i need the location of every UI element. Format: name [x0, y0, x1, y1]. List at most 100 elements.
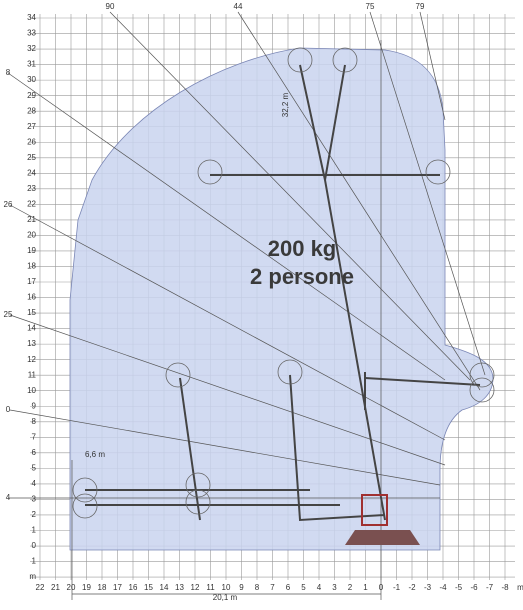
basket	[469, 362, 495, 388]
persons-text: 2 persone	[250, 264, 354, 289]
x-label: 0	[379, 583, 384, 592]
x-label: -6	[470, 583, 478, 592]
x-label: -2	[408, 583, 416, 592]
x-label: -5	[455, 583, 463, 592]
boom	[179, 377, 201, 521]
ray	[369, 11, 486, 376]
y-label: 8	[32, 417, 37, 426]
y-label: 23	[27, 184, 36, 193]
y-label: 30	[27, 75, 36, 84]
vehicle	[345, 530, 420, 545]
basket	[425, 159, 451, 185]
basket	[72, 477, 98, 503]
y-label: 16	[27, 293, 36, 302]
x-label: -7	[486, 583, 494, 592]
x-label: 19	[82, 583, 91, 592]
x-label: 13	[175, 583, 184, 592]
basket	[332, 47, 358, 73]
load-text: 200 kg	[268, 236, 337, 261]
basket	[185, 472, 211, 498]
y-label: 15	[27, 308, 36, 317]
x-label: 4	[317, 583, 322, 592]
height-dimension: 32,2 m	[281, 92, 290, 117]
y-label: 9	[32, 401, 37, 410]
x-label: 12	[191, 583, 200, 592]
y-label: 24	[27, 168, 36, 177]
angle-label: 90	[106, 2, 115, 11]
y-label: 1	[32, 526, 37, 535]
x-label: 7	[270, 583, 275, 592]
y-label: 32	[27, 44, 36, 53]
y-label: 19	[27, 246, 36, 255]
offset-dimension: 6,6 m	[85, 450, 105, 459]
basket	[469, 377, 495, 403]
vehicle-cab	[361, 494, 388, 526]
y-label: 0	[32, 541, 37, 550]
y-label: 31	[27, 60, 36, 69]
angle-label: 75	[366, 2, 375, 11]
boom	[324, 64, 346, 181]
angle-label: 0	[6, 405, 11, 414]
x-label: 20	[67, 583, 76, 592]
y-label: 33	[27, 29, 36, 38]
x-label: -8	[501, 583, 509, 592]
x-label: 17	[113, 583, 122, 592]
x-label: 1	[363, 583, 368, 592]
x-label: 6	[286, 583, 291, 592]
y-label: 22	[27, 199, 36, 208]
x-label: 22	[36, 583, 45, 592]
x-label: 18	[98, 583, 107, 592]
ray	[109, 11, 471, 381]
y-label: 28	[27, 106, 36, 115]
y-label: 4	[32, 479, 37, 488]
boom	[289, 374, 386, 522]
y-label: 17	[27, 277, 36, 286]
y-label: 6	[32, 448, 37, 457]
y-label: 1	[32, 557, 37, 566]
basket	[165, 362, 191, 388]
x-label: 2	[348, 583, 353, 592]
x-label: 14	[160, 583, 169, 592]
x-label: 3	[332, 583, 337, 592]
x-label: -4	[439, 583, 447, 592]
x-label: 9	[239, 583, 244, 592]
y-label: 29	[27, 91, 36, 100]
basket	[197, 159, 223, 185]
reach-dimension: 20,1 m	[213, 593, 238, 602]
x-label: 5	[301, 583, 306, 592]
y-label: 21	[27, 215, 36, 224]
x-label: 15	[144, 583, 153, 592]
boom-positions	[72, 47, 495, 545]
x-label: -1	[393, 583, 401, 592]
jib	[364, 377, 481, 386]
x-label: 11	[206, 583, 215, 592]
basket	[287, 47, 313, 73]
y-label: 12	[27, 355, 36, 364]
y-label: 11	[28, 370, 37, 379]
x-label: 10	[222, 583, 231, 592]
x-label: 8	[255, 583, 260, 592]
ray	[237, 11, 481, 391]
x-label: m	[517, 583, 523, 592]
ray	[7, 72, 446, 381]
y-label: 13	[27, 339, 36, 348]
y-label: 25	[27, 153, 36, 162]
working-envelope	[69, 47, 494, 551]
ray	[419, 11, 446, 121]
basket	[72, 493, 98, 519]
ray	[9, 314, 446, 466]
y-label: m	[29, 572, 36, 581]
y-label: 10	[27, 386, 36, 395]
angle-label: 4	[6, 493, 11, 502]
y-label: 34	[27, 13, 36, 22]
y-label: 20	[27, 231, 36, 240]
ray	[9, 409, 441, 486]
y-label: 27	[27, 122, 36, 131]
y-label: 5	[32, 463, 37, 472]
x-label: 21	[51, 583, 60, 592]
basket	[277, 359, 303, 385]
angle-label: 79	[416, 2, 425, 11]
reach-rays	[7, 11, 486, 600]
angle-label: 25	[4, 310, 13, 319]
